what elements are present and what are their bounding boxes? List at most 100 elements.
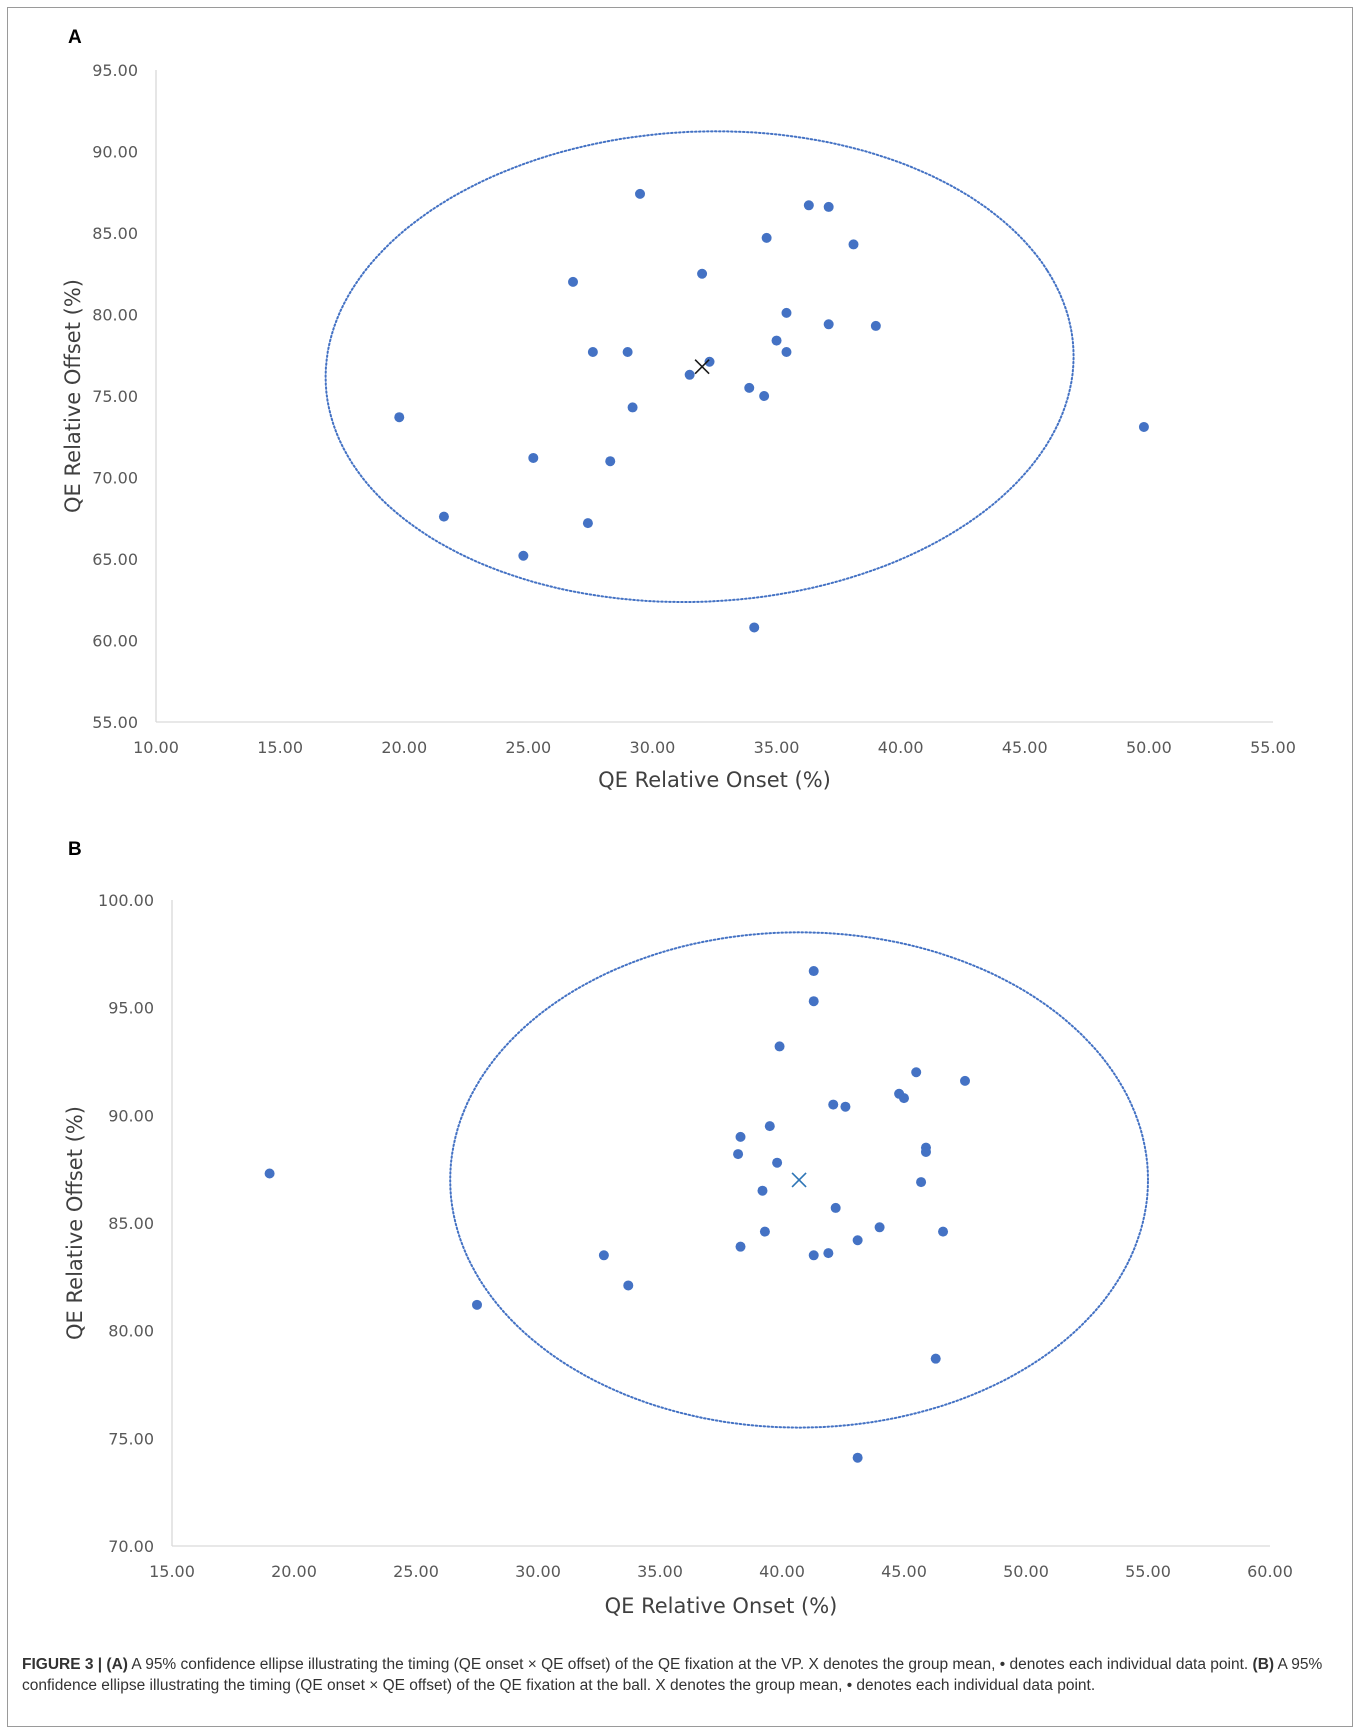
confidence-ellipse-b [449,931,1150,1429]
y-tick-label-b: 80.00 [108,1322,154,1341]
data-point-a [870,320,881,331]
x-tick-label-b: 25.00 [393,1562,439,1581]
x-tick-label-b: 20.00 [271,1562,317,1581]
y-tick-label-a: 80.00 [92,306,138,325]
data-point-b [930,1353,941,1364]
panel-label-b: B [68,839,82,860]
data-point-a [438,511,449,522]
data-point-b [735,1131,746,1142]
mean-stroke-2-b [791,1172,807,1188]
data-point-a [582,518,593,529]
chart-panel-a: 10.00 15.00 20.00 25.00 30.00 35.00 40.00 45.00… [61,61,1296,792]
x-tick-label-b: 55.00 [1125,1562,1171,1581]
data-point-b [764,1121,775,1132]
data-point-a [627,402,638,413]
x-tick-label-a: 35.00 [754,738,800,757]
data-point-a [635,188,646,199]
caption-text-b: A 95% confidence ellipse illustrating th… [22,1656,1323,1694]
x-tick-label-b: 30.00 [515,1562,561,1581]
y-axis-title-b: QE Relative Offset (%) [63,1106,87,1340]
x-tick-label-b: 60.00 [1247,1562,1293,1581]
data-point-b [852,1235,863,1246]
confidence-ellipse-a [324,130,1075,604]
data-point-b [874,1222,885,1233]
data-point-b [916,1177,927,1188]
data-point-b [733,1149,744,1160]
x-axis-title-a: QE Relative Onset (%) [598,768,831,792]
data-point-b [852,1452,863,1463]
data-point-b [808,996,819,1007]
x-tick-label-a: 15.00 [257,738,303,757]
caption-text-a: A 95% confidence ellipse illustrating th… [131,1656,1249,1673]
data-point-b [759,1226,770,1237]
x-tick-label-b: 15.00 [149,1562,195,1581]
data-point-b [960,1075,970,1086]
data-point-a [781,346,792,357]
y-tick-label-a: 60.00 [92,632,138,651]
figure-svg: A B 10.00 15.00 20.00 25.00 30.00 35.00 40.00 4… [61,27,1296,1618]
data-point-a [744,382,755,393]
data-point-b [823,1248,834,1259]
data-point-b [899,1093,909,1104]
data-point-a [781,307,792,318]
data-point-a [749,622,760,633]
x-tick-label-b: 40.00 [759,1562,805,1581]
y-tick-label-a: 70.00 [92,469,138,488]
x-tick-label-a: 10.00 [133,738,179,757]
data-point-a [771,335,782,346]
data-point-a [528,452,539,463]
x-tick-label-a: 40.00 [878,738,924,757]
chart-panel-b: 15.00 20.00 25.00 30.00 35.00 40.00 45.00 50.00… [63,891,1293,1618]
y-tick-label-a: 65.00 [92,550,138,569]
data-point-b [920,1146,931,1157]
x-tick-label-b: 35.00 [637,1562,683,1581]
data-point-b [840,1101,851,1112]
y-tick-label-b: 100.00 [98,891,154,910]
data-point-b [264,1168,275,1179]
data-point-a [848,239,859,250]
y-axis-title-a: QE Relative Offset (%) [61,279,85,513]
y-tick-label-b: 70.00 [108,1537,154,1556]
data-point-b [772,1157,783,1168]
data-point-a [587,346,598,357]
data-point-b [911,1067,922,1078]
group-mean-marker-a [694,359,710,375]
y-tick-label-a: 55.00 [92,713,138,732]
data-point-b [735,1241,746,1252]
x-axis-title-b: QE Relative Onset (%) [605,1594,838,1618]
group-mean-marker-b [791,1172,807,1188]
data-point-b [808,966,819,977]
y-tick-label-a: 90.00 [92,143,138,162]
x-tick-label-a: 55.00 [1250,738,1296,757]
figure-caption: FIGURE 3 | (A) A 95% confidence ellipse … [22,1654,1340,1696]
data-point-a [394,412,405,423]
data-point-a [568,276,579,287]
figure-frame [7,7,1353,1727]
y-tick-label-a: 75.00 [92,387,138,406]
data-point-a [684,369,695,380]
data-point-b [938,1226,949,1237]
x-tick-label-a: 45.00 [1002,738,1048,757]
caption-label: FIGURE 3 | (A) [22,1656,128,1673]
data-point-a [622,346,633,357]
data-point-a [761,232,772,243]
data-point-a [704,356,715,367]
data-point-b [774,1041,785,1052]
data-point-b [830,1202,841,1213]
x-tick-label-a: 20.00 [381,738,427,757]
x-tick-label-a: 50.00 [1126,738,1172,757]
x-tick-label-b: 45.00 [881,1562,927,1581]
data-point-b [757,1185,768,1196]
data-point-a [518,550,529,561]
data-point-a [1138,421,1149,432]
y-tick-label-a: 95.00 [92,61,138,80]
data-point-a [823,201,834,212]
caption-label-b: (B) [1252,1656,1275,1673]
data-point-b [598,1250,609,1261]
x-tick-label-a: 30.00 [630,738,676,757]
data-point-a [759,391,770,401]
data-point-a [823,319,834,330]
y-tick-label-b: 75.00 [108,1429,154,1448]
data-point-b [472,1299,482,1310]
data-point-b [808,1250,819,1261]
